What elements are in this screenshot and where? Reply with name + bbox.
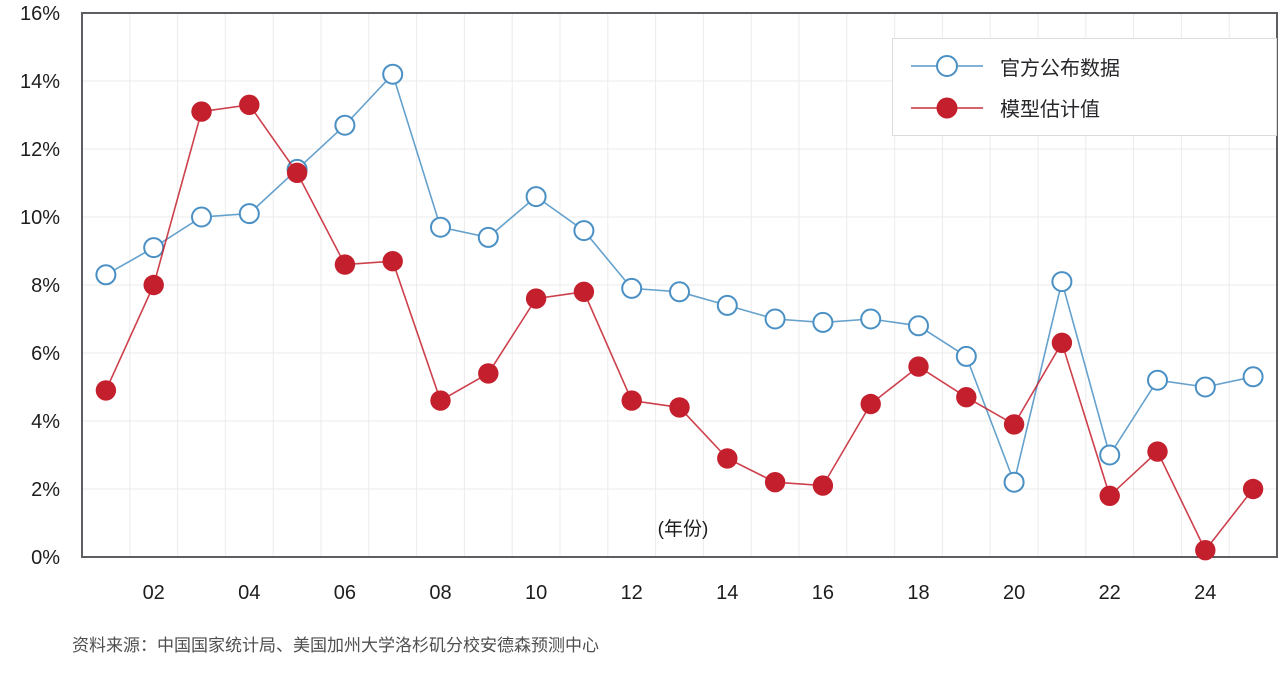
- official-series-point: [812, 311, 834, 333]
- official-series-point: [1242, 366, 1264, 388]
- official-series-point: [477, 226, 499, 248]
- model-series-point: [1147, 441, 1168, 462]
- model-series-point: [812, 475, 834, 496]
- official-series-point: [716, 294, 738, 316]
- y-axis-tick-label: 10%: [20, 207, 60, 229]
- x-axis-tick-label: 14: [716, 582, 738, 604]
- official-series-point: [860, 308, 882, 330]
- model-series-point: [143, 274, 164, 296]
- official-series-point: [525, 186, 547, 208]
- open-circle-marker-icon: [911, 55, 983, 78]
- x-axis-tick-label: 08: [429, 582, 451, 604]
- official-series-point: [191, 206, 212, 228]
- model-series-point: [956, 387, 977, 408]
- official-series-point: [143, 237, 165, 259]
- official-series-point: [1051, 271, 1073, 293]
- model-series-point: [95, 380, 117, 401]
- model-series-point: [1195, 540, 1216, 561]
- model-series-point: [764, 472, 786, 493]
- legend-label-official: 官方公布数据: [1000, 57, 1120, 80]
- official-series-point: [955, 345, 977, 367]
- plot-border: [81, 12, 1278, 558]
- model-series-point: [382, 251, 403, 272]
- y-axis-tick-label: 16%: [20, 3, 60, 25]
- model-series-point: [669, 397, 690, 418]
- model-series-point: [621, 390, 642, 411]
- model-series-line: [105, 103, 1254, 552]
- x-axis-tick-label: 18: [907, 582, 929, 604]
- model-series-point: [1099, 485, 1120, 506]
- model-series-point: [191, 101, 212, 122]
- source-note: 资料来源：中国国家统计局、美国加州大学洛杉矶分校安德森预测中心: [72, 636, 599, 655]
- y-axis-tick-label: 2%: [31, 479, 60, 501]
- model-series-point: [525, 288, 547, 309]
- x-axis-tick-label: 02: [143, 582, 165, 604]
- model-series-point: [860, 393, 881, 415]
- legend-item-model[interactable]: 模型估计值: [910, 93, 1276, 122]
- official-series-point: [908, 315, 929, 337]
- model-series-point: [1051, 332, 1073, 353]
- x-axis-tick-label: 20: [1003, 582, 1025, 604]
- y-axis-tick-label: 12%: [20, 139, 60, 161]
- y-axis-tick-label: 8%: [31, 275, 60, 297]
- official-series-point: [334, 114, 356, 136]
- model-series-point: [286, 162, 308, 183]
- model-series-point: [478, 363, 499, 384]
- x-axis-tick-label: 16: [812, 582, 834, 604]
- legend: 官方公布数据 模型估计值: [892, 38, 1277, 136]
- x-axis-tick-label: 10: [525, 582, 547, 604]
- x-axis-tick-label: 06: [334, 582, 356, 604]
- model-series-point: [1003, 414, 1025, 435]
- official-series-point: [238, 203, 260, 225]
- official-series-point: [1147, 369, 1168, 391]
- official-series-point: [1003, 471, 1025, 493]
- filled-circle-marker-icon: [911, 97, 983, 119]
- model-series-point: [430, 390, 451, 411]
- official-series-point: [573, 220, 595, 242]
- x-axis-tick-label: 24: [1194, 582, 1216, 604]
- official-series-point: [382, 63, 404, 85]
- official-series-point: [430, 216, 451, 238]
- y-axis-tick-label: 0%: [31, 547, 60, 569]
- x-axis-tick-label: 04: [238, 582, 260, 604]
- model-series-point: [1242, 478, 1264, 500]
- y-axis-tick-label: 14%: [20, 71, 60, 93]
- official-series-point: [764, 308, 786, 330]
- official-series-point: [621, 277, 643, 299]
- official-series-point: [1194, 376, 1216, 398]
- model-series-point: [573, 281, 595, 302]
- y-axis-tick-label: 4%: [31, 411, 60, 433]
- model-series-point: [334, 254, 356, 275]
- x-axis-tick-label: 12: [621, 582, 643, 604]
- official-series-point: [1099, 444, 1121, 466]
- official-series-point: [95, 264, 117, 286]
- legend-label-model: 模型估计值: [1000, 99, 1100, 122]
- official-series-point: [669, 281, 690, 303]
- model-series-point: [239, 94, 260, 116]
- y-axis-tick-label: 6%: [31, 343, 60, 365]
- model-series-point: [717, 448, 738, 469]
- x-axis-unit-label: (年份): [657, 519, 709, 540]
- model-series-point: [908, 356, 929, 377]
- x-axis-tick-label: 22: [1099, 582, 1121, 604]
- legend-item-official[interactable]: 官方公布数据: [910, 52, 1276, 81]
